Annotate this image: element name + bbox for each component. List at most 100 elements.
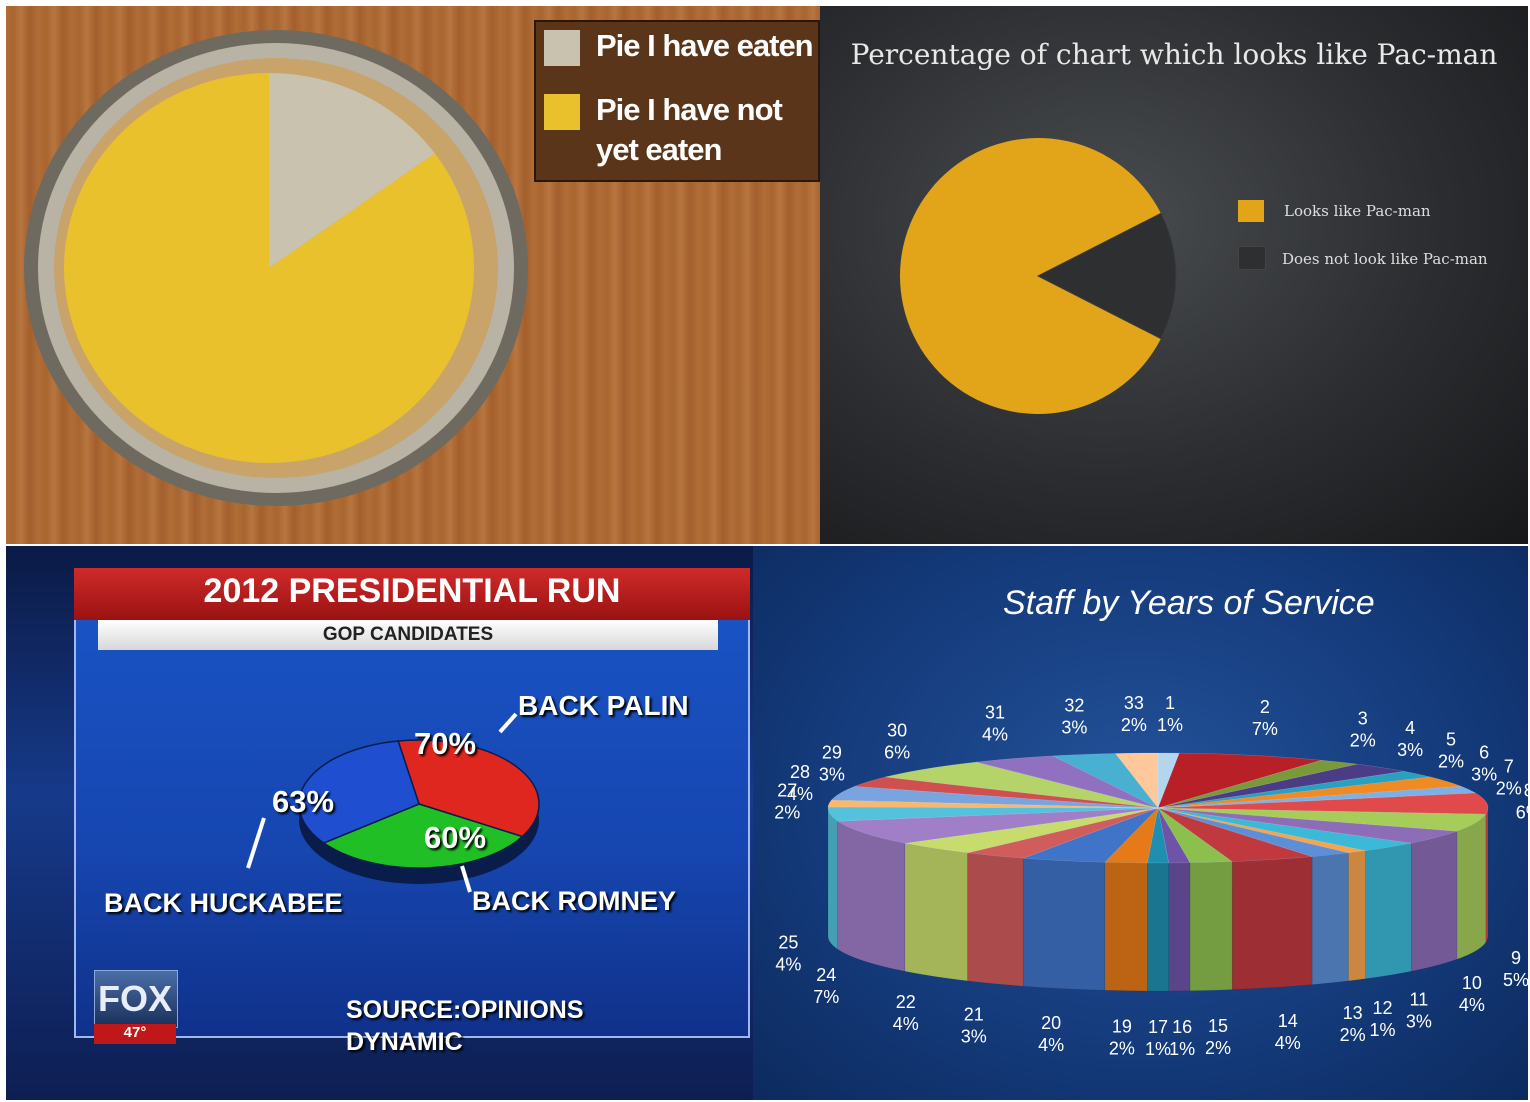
staff-slice-side-11 bbox=[1365, 842, 1412, 980]
staff-label-value-2: 7% bbox=[1252, 719, 1278, 739]
staff-slice-side-15 bbox=[1189, 861, 1233, 991]
staff-slice-27 bbox=[827, 799, 1159, 809]
staff-label-category-3: 3 bbox=[1358, 709, 1368, 729]
staff-slice-side-25 bbox=[827, 807, 838, 950]
staff-slice-29 bbox=[854, 776, 1159, 809]
staff-label-category-21: 21 bbox=[964, 1005, 984, 1025]
staff-label-category-20: 20 bbox=[1041, 1013, 1061, 1033]
staff-slice-11 bbox=[1157, 807, 1412, 852]
fox-pie-slice-back-palin bbox=[397, 739, 540, 838]
staff-pie-labels: 11%27%32%43%52%63%72%86%95%104%113%121%1… bbox=[774, 693, 1528, 1059]
fox-pie-slices bbox=[298, 739, 540, 869]
staff-slice-side-22 bbox=[904, 842, 968, 982]
staff-label-value-14: 4% bbox=[1275, 1033, 1301, 1053]
staff-slice-22 bbox=[904, 807, 1159, 854]
staff-label-category-11: 11 bbox=[1410, 990, 1429, 1010]
pie-eaten-slices bbox=[63, 73, 475, 464]
romney-value: 60% bbox=[424, 820, 487, 855]
fox-temperature: 47° bbox=[123, 1024, 147, 1041]
staff-label-category-4: 4 bbox=[1405, 718, 1415, 738]
staff-label-value-3: 2% bbox=[1350, 731, 1376, 751]
staff-label-category-7: 7 bbox=[1504, 756, 1514, 776]
staff-label-category-30: 30 bbox=[887, 720, 907, 740]
fox-pie-svg bbox=[246, 712, 540, 893]
staff-slice-20 bbox=[1023, 807, 1159, 863]
staff-slice-4 bbox=[1157, 763, 1405, 809]
staff-label-category-15: 15 bbox=[1208, 1016, 1228, 1036]
staff-label-value-7: 2% bbox=[1496, 778, 1522, 798]
fox-title-bar bbox=[74, 568, 750, 620]
staff-label-category-14: 14 bbox=[1278, 1011, 1298, 1031]
pacman-slices bbox=[900, 138, 1177, 415]
legend-label-eaten: Pie I have eaten bbox=[596, 28, 814, 63]
staff-pie-svg: 11%27%32%43%52%63%72%86%95%104%113%121%1… bbox=[774, 693, 1528, 1059]
staff-slice-33 bbox=[1114, 752, 1159, 809]
staff-label-value-24: 7% bbox=[813, 987, 839, 1007]
staff-label-value-30: 6% bbox=[884, 742, 910, 762]
staff-slice-25 bbox=[827, 806, 1159, 822]
staff-slice-13 bbox=[1157, 807, 1349, 857]
pacman-svg bbox=[900, 138, 1177, 415]
panel-pacman: Percentage of chart which looks like Pac… bbox=[820, 6, 1528, 544]
huckabee-value: 63% bbox=[272, 784, 335, 819]
pacman-slice-not-looks bbox=[1036, 212, 1177, 340]
staff-slice-2 bbox=[1157, 752, 1322, 809]
romney-leader-line bbox=[460, 865, 472, 893]
staff-slice-side-14 bbox=[1231, 856, 1313, 990]
huckabee-label: BACK HUCKABEE bbox=[104, 888, 343, 918]
legend-label-not-pacman: Does not look like Pac-man bbox=[1282, 250, 1488, 268]
staff-label-category-27: 27 bbox=[777, 780, 797, 800]
staff-label-value-1: 1% bbox=[1157, 715, 1183, 735]
staff-label-category-19: 19 bbox=[1112, 1017, 1132, 1037]
staff-slice-24 bbox=[836, 807, 1159, 844]
staff-label-value-12: 1% bbox=[1369, 1020, 1395, 1040]
staff-slice-16 bbox=[1157, 807, 1191, 864]
staff-slice-32 bbox=[1052, 753, 1159, 809]
staff-slice-14 bbox=[1157, 807, 1313, 862]
staff-slice-side-8 bbox=[1485, 807, 1489, 944]
staff-label-value-27: 2% bbox=[774, 802, 800, 822]
pie-eaten-slice-eaten bbox=[269, 73, 435, 268]
staff-label-category-17: 17 bbox=[1148, 1017, 1168, 1037]
staff-label-category-2: 2 bbox=[1260, 697, 1270, 717]
staff-slice-8 bbox=[1157, 792, 1489, 815]
staff-label-value-15: 2% bbox=[1205, 1038, 1231, 1058]
staff-label-category-33: 33 bbox=[1124, 693, 1144, 713]
staff-slice-21 bbox=[967, 807, 1159, 859]
panel-staff: Staff by Years of Service 1 1% 2 7% 3 2% 4 3% 5 2… bbox=[753, 546, 1528, 1100]
romney-label: BACK ROMNEY bbox=[472, 886, 677, 916]
staff-label-category-1: 1 bbox=[1165, 693, 1175, 713]
staff-label-category-8: 8 bbox=[1524, 780, 1528, 800]
staff-label-value-33: 2% bbox=[1121, 715, 1147, 735]
legend-label-pacman: Looks like Pac-man bbox=[1284, 202, 1431, 220]
staff-label-value-17: 1% bbox=[1145, 1039, 1171, 1059]
staff-label-value-4: 3% bbox=[1397, 740, 1423, 760]
staff-slice-side-21 bbox=[967, 852, 1024, 987]
staff-slice-side-9 bbox=[1456, 813, 1487, 960]
staff-label-value-6: 3% bbox=[1471, 764, 1497, 784]
staff-slice-31 bbox=[976, 755, 1159, 809]
fox-logo: FOX bbox=[97, 978, 172, 1019]
staff-label-value-22: 4% bbox=[893, 1014, 919, 1034]
staff-slice-side-10 bbox=[1410, 830, 1458, 972]
staff-label-value-31: 4% bbox=[982, 725, 1008, 745]
staff-slice-6 bbox=[1157, 776, 1462, 809]
staff-label-category-25: 25 bbox=[778, 933, 798, 953]
fox-logo-box bbox=[94, 970, 178, 1028]
fox-temp-box bbox=[94, 1024, 176, 1044]
staff-label-value-16: 1% bbox=[1169, 1039, 1195, 1059]
pie-eaten-legend: Pie I have eaten Pie I have not yet eate… bbox=[534, 20, 820, 182]
staff-slice-side-20 bbox=[1022, 857, 1106, 991]
palin-label: BACK PALIN bbox=[518, 690, 689, 721]
staff-label-value-19: 2% bbox=[1109, 1039, 1135, 1059]
staff-slice-15 bbox=[1157, 807, 1233, 863]
staff-slice-10 bbox=[1157, 807, 1458, 844]
staff-label-value-10: 4% bbox=[1459, 995, 1485, 1015]
staff-label-value-8: 6% bbox=[1516, 802, 1528, 822]
staff-title: Staff by Years of Service bbox=[1003, 584, 1375, 622]
staff-label-category-13: 13 bbox=[1343, 1003, 1363, 1023]
staff-label-category-12: 12 bbox=[1372, 998, 1392, 1018]
staff-slice-12 bbox=[1157, 807, 1366, 854]
staff-label-value-32: 3% bbox=[1061, 717, 1087, 737]
staff-slice-17 bbox=[1147, 807, 1169, 864]
